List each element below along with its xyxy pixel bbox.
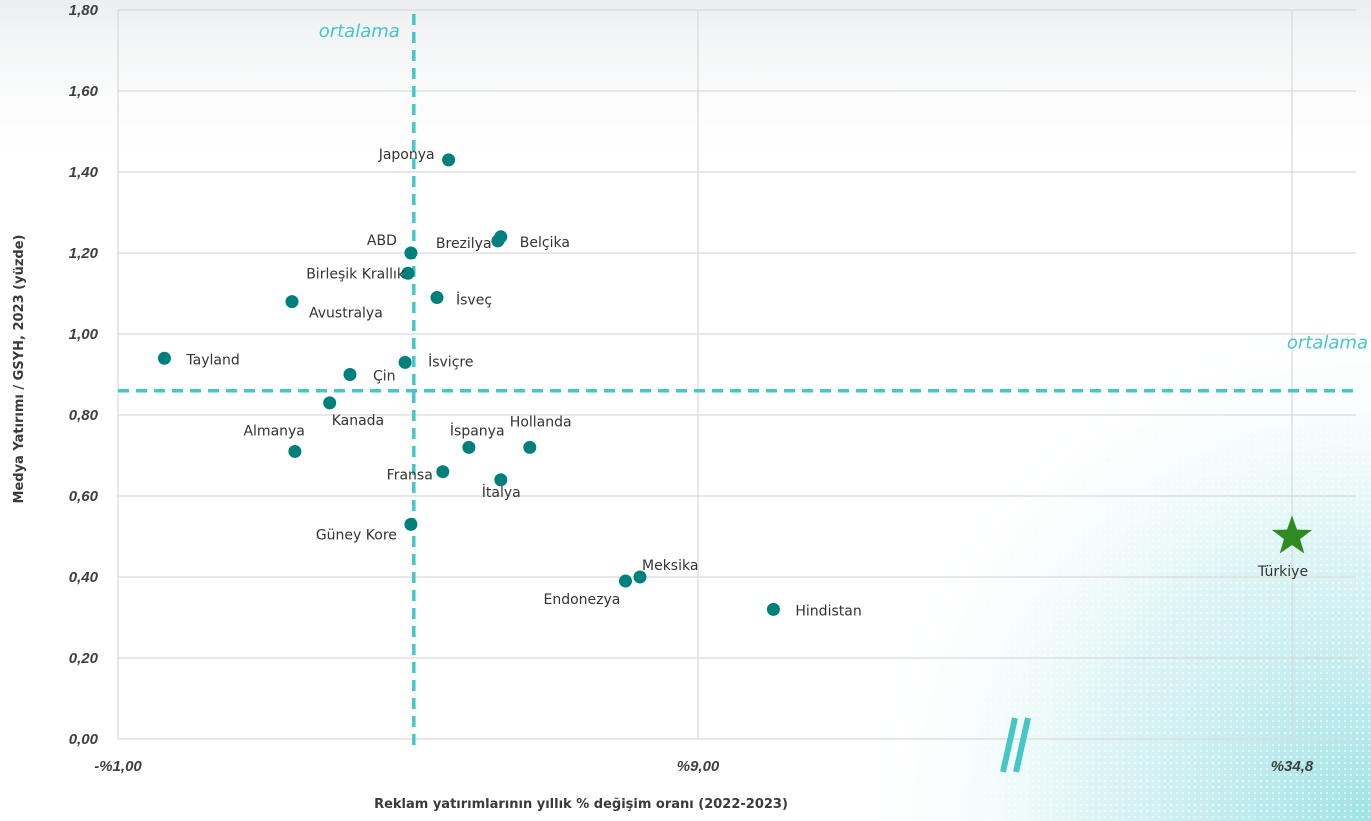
point-label: Hindistan	[795, 603, 861, 619]
data-point	[404, 246, 418, 260]
axis-break-mark	[1000, 717, 1031, 773]
data-point	[523, 440, 537, 454]
y-tick-label: 1,40	[69, 164, 99, 181]
y-axis-title: Medya Yatırımı / GSYH, 2023 (yüzde)	[12, 235, 27, 504]
point-label: İspanya	[450, 421, 505, 439]
point-label: Çin	[373, 369, 396, 385]
data-point	[442, 153, 456, 167]
point-label: Tayland	[185, 352, 239, 368]
point-label: Belçika	[520, 235, 570, 251]
data-point	[343, 368, 357, 381]
point-label: Güney Kore	[316, 527, 397, 543]
data-point	[494, 230, 508, 244]
point-label: Avustralya	[309, 306, 383, 322]
y-tick-label: 1,20	[69, 245, 99, 262]
y-tick-label: 0,40	[69, 569, 99, 586]
data-point	[494, 473, 508, 487]
y-tick-label: 1,80	[69, 2, 99, 19]
point-label: ABD	[367, 233, 397, 249]
x-tick-label: -%1,00	[94, 758, 142, 775]
y-tick-label: 0,80	[69, 407, 99, 424]
grid	[117, 9, 1356, 740]
highlight-star	[1272, 515, 1312, 554]
data-point	[398, 355, 412, 369]
x-axis-ticks: -%1,00 %9,00 %34,8	[94, 758, 1314, 775]
point-label: İsviçre	[428, 352, 473, 370]
data-point	[157, 351, 171, 365]
y-tick-label: 1,60	[69, 83, 99, 100]
point-label: İtalya	[482, 483, 521, 501]
average-lines: ortalama ortalama	[118, 14, 1368, 748]
point-label: İsveç	[456, 291, 492, 309]
data-point	[436, 465, 450, 479]
average-label-horizontal: ortalama	[1287, 333, 1368, 354]
point-label: Kanada	[332, 413, 384, 429]
data-point	[285, 295, 299, 309]
point-label: Japonya	[378, 147, 435, 163]
point-labels: Tayland Avustralya Almanya Kanada Çin İsviçre…	[185, 147, 1308, 620]
point-label: Birleşik Krallık	[306, 266, 406, 282]
highlight-label: Türkiye	[1257, 564, 1308, 580]
y-axis-ticks: 0,00 0,20 0,40 0,60 0,80 1,00 1,20 1,40 1,60 1,80	[69, 2, 99, 748]
y-tick-label: 0,00	[69, 731, 99, 748]
point-label: Meksika	[642, 558, 698, 574]
data-point	[619, 574, 632, 588]
axis-break-stroke	[1013, 717, 1031, 773]
data-point	[401, 266, 415, 280]
x-tick-label: %34,8	[1271, 758, 1314, 775]
data-point	[323, 396, 337, 410]
x-tick-label: %9,00	[677, 758, 720, 775]
data-point	[462, 440, 476, 454]
data-point	[288, 444, 302, 458]
x-axis-title: Reklam yatırımlarının yıllık % değişim o…	[374, 797, 788, 812]
data-point	[633, 570, 647, 584]
y-tick-label: 0,20	[69, 650, 99, 667]
data-point	[766, 602, 780, 616]
point-label: Almanya	[243, 423, 304, 439]
y-tick-label: 1,00	[69, 326, 99, 343]
data-point	[404, 517, 418, 531]
axis-break-stroke	[1000, 717, 1018, 773]
data-point	[430, 291, 444, 305]
y-tick-label: 0,60	[69, 488, 99, 505]
point-label: Brezilya	[436, 236, 492, 252]
point-label: Fransa	[387, 468, 433, 484]
average-label-vertical: ortalama	[319, 21, 400, 42]
point-label: Hollanda	[510, 414, 572, 430]
data-points	[157, 153, 1312, 616]
point-label: Endonezya	[544, 592, 621, 608]
